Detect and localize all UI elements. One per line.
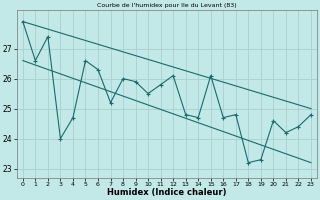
Title: Courbe de l'humidex pour Ile du Levant (83): Courbe de l'humidex pour Ile du Levant (… xyxy=(97,3,237,8)
X-axis label: Humidex (Indice chaleur): Humidex (Indice chaleur) xyxy=(107,188,227,197)
